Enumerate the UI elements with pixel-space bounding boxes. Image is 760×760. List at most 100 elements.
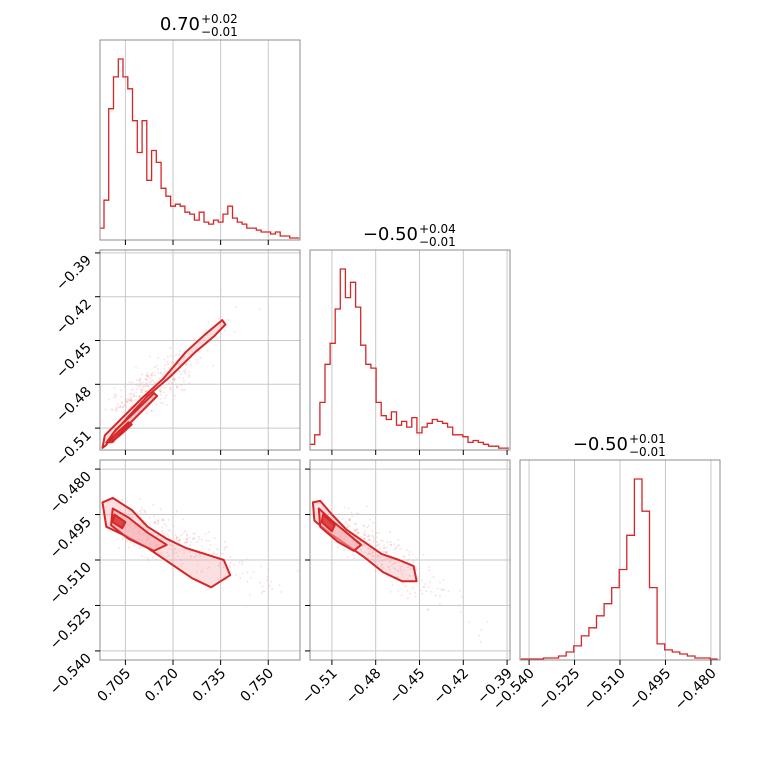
scatter-point xyxy=(145,381,148,384)
scatter-point xyxy=(145,390,147,393)
panel-frame xyxy=(99,39,301,241)
scatter-point xyxy=(141,386,144,389)
scatter-point xyxy=(365,505,368,508)
scatter-point xyxy=(221,552,224,555)
scatter-point xyxy=(178,539,181,542)
scatter-point xyxy=(130,515,133,518)
scatter-point xyxy=(367,534,370,537)
scatter-point xyxy=(370,553,373,556)
scatter-point xyxy=(118,546,121,549)
scatter-point xyxy=(161,551,164,554)
scatter-point xyxy=(163,358,166,361)
y-tick-label-p2: −0.495 xyxy=(47,514,95,562)
scatter-point xyxy=(353,557,356,559)
scatter-point xyxy=(154,521,156,524)
panel-frame xyxy=(309,249,511,451)
scatter-point xyxy=(393,561,396,564)
scatter-point xyxy=(114,395,117,398)
scatter-point xyxy=(430,590,433,593)
scatter-point xyxy=(107,398,110,401)
scatter-point xyxy=(377,554,379,557)
scatter-point xyxy=(157,520,160,523)
scatter-point xyxy=(380,539,383,542)
scatter-point xyxy=(432,576,435,579)
scatter-point xyxy=(346,525,349,528)
scatter-point xyxy=(459,611,462,613)
scatter-point xyxy=(162,402,165,405)
scatter-point xyxy=(356,532,359,534)
scatter-point xyxy=(394,567,397,570)
scatter-point xyxy=(122,536,125,539)
scatter-point xyxy=(371,549,374,552)
scatter-point xyxy=(391,584,394,587)
title-p0-sub: −0.01 xyxy=(201,25,238,39)
scatter-point xyxy=(149,355,152,358)
scatter-point xyxy=(188,551,191,554)
scatter-point xyxy=(173,378,176,381)
scatter-point xyxy=(120,395,123,398)
scatter-point xyxy=(396,575,399,578)
scatter-point xyxy=(376,556,379,559)
scatter-point xyxy=(363,543,366,546)
scatter-point xyxy=(188,375,190,378)
scatter-point xyxy=(183,388,186,391)
scatter-point xyxy=(163,546,166,549)
scatter-point xyxy=(130,405,133,408)
scatter-point xyxy=(128,399,131,402)
scatter-point xyxy=(224,546,227,548)
scatter-point xyxy=(155,403,158,406)
scatter-point xyxy=(141,381,144,384)
scatter-point xyxy=(336,546,339,548)
scatter-point xyxy=(347,507,350,510)
scatter-point xyxy=(152,371,155,374)
scatter-point xyxy=(399,568,402,570)
scatter-point xyxy=(392,567,395,570)
scatter-point xyxy=(174,533,177,536)
scatter-point xyxy=(198,553,201,555)
scatter-point xyxy=(122,406,125,409)
scatter-point xyxy=(366,535,369,538)
y-tick-label-p2: −0.510 xyxy=(47,560,95,608)
scatter-point xyxy=(385,546,388,549)
scatter-point xyxy=(166,533,169,536)
scatter-point xyxy=(126,401,129,404)
scatter-point xyxy=(173,377,176,380)
scatter-point xyxy=(460,595,463,598)
scatter-point xyxy=(233,563,236,566)
scatter-point xyxy=(200,538,203,541)
scatter-point xyxy=(388,569,391,572)
title-p2: −0.50 xyxy=(573,434,628,455)
scatter-point xyxy=(409,592,412,595)
scatter-point xyxy=(130,399,133,402)
scatter-point xyxy=(178,376,181,379)
scatter-point xyxy=(164,364,167,367)
scatter-point xyxy=(131,388,134,391)
scatter-point xyxy=(157,372,160,374)
scatter-point xyxy=(343,549,346,552)
scatter-point xyxy=(229,566,232,569)
scatter-point xyxy=(158,389,161,392)
scatter-point xyxy=(178,370,181,373)
scatter-point xyxy=(268,585,271,588)
scatter-point xyxy=(363,532,366,535)
scatter-point xyxy=(184,372,187,375)
scatter-point xyxy=(173,552,176,555)
scatter-point xyxy=(159,397,162,400)
scatter-point xyxy=(406,548,409,551)
scatter-point xyxy=(198,535,200,538)
scatter-point xyxy=(159,508,162,511)
scatter-point xyxy=(209,543,212,546)
scatter-point xyxy=(356,532,359,534)
scatter-point xyxy=(121,401,124,404)
scatter-point xyxy=(167,535,170,538)
scatter-point xyxy=(361,545,364,548)
scatter-point xyxy=(199,554,202,557)
scatter-point xyxy=(180,534,183,537)
scatter-point xyxy=(196,571,198,574)
scatter-point xyxy=(212,364,215,367)
scatter-point xyxy=(404,585,407,588)
scatter-point xyxy=(196,347,199,349)
scatter-point xyxy=(241,572,244,575)
scatter-point xyxy=(364,530,367,533)
scatter-point xyxy=(165,370,168,373)
